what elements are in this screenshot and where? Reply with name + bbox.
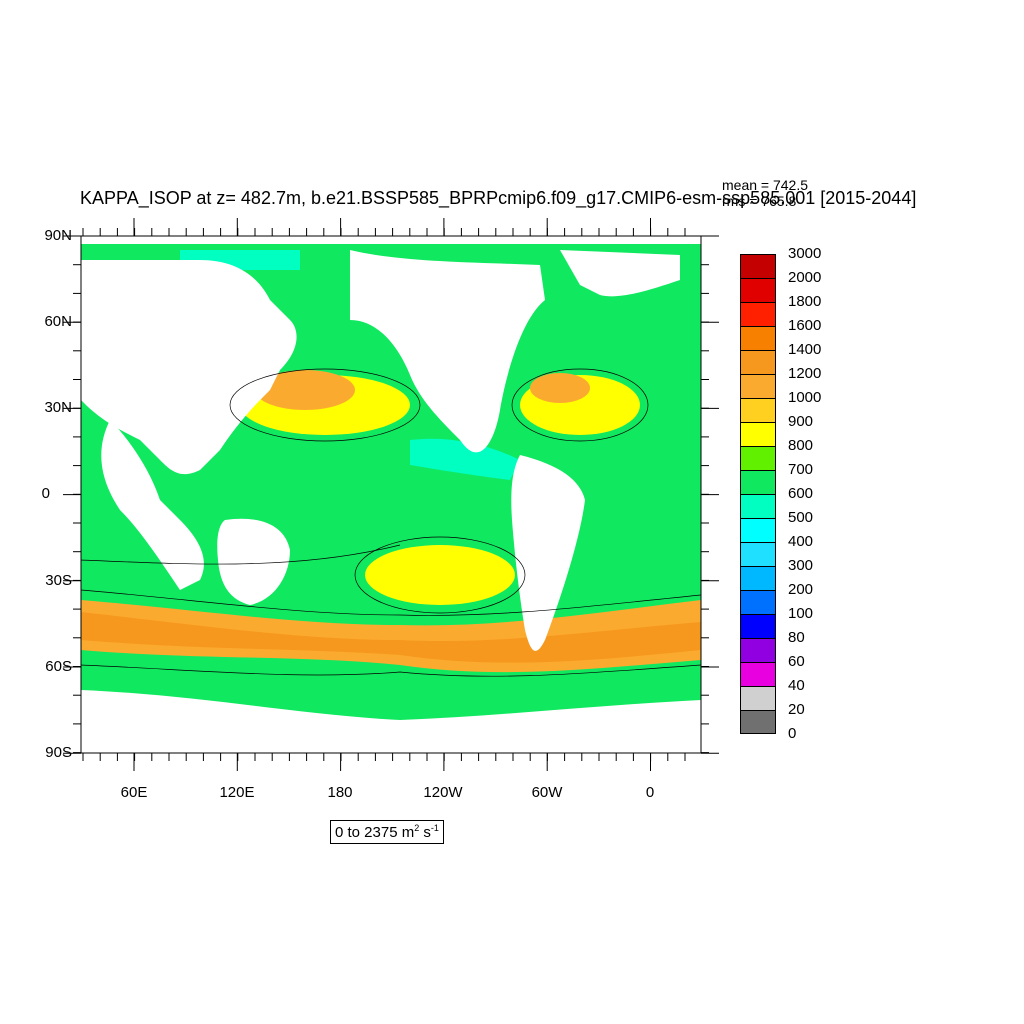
australia [217, 518, 290, 605]
colorbar-label: 200 [788, 581, 814, 598]
colorbar-swatch [740, 662, 776, 686]
colorbar-swatch [740, 614, 776, 638]
south-america [511, 455, 585, 651]
colorbar-swatch [740, 638, 776, 662]
map-field [81, 236, 701, 753]
colorbar-label: 900 [788, 413, 814, 430]
colorbar-label: 1800 [788, 293, 822, 310]
y-label-0: 0 [41, 485, 50, 502]
colorbar-swatch [740, 518, 776, 542]
antarctica [81, 690, 701, 753]
south-pacific-high [365, 545, 515, 605]
colorbar-swatch [740, 470, 776, 494]
colorbar-label: 1200 [788, 365, 822, 382]
colorbar-swatch [740, 350, 776, 374]
colorbar [740, 254, 776, 734]
southern-ocean-core [81, 612, 701, 663]
colorbar-label: 800 [788, 437, 814, 454]
colorbar-label: 1000 [788, 389, 822, 406]
land-masses [81, 236, 701, 753]
colorbar-swatch [740, 542, 776, 566]
axis-ticks [63, 218, 719, 771]
colorbar-swatch [740, 710, 776, 734]
colorbar-swatch [740, 590, 776, 614]
north-america [350, 250, 545, 453]
greenland-europe [560, 250, 680, 297]
colorbar-swatch [740, 446, 776, 470]
colorbar-swatch [740, 398, 776, 422]
colorbar-swatch [740, 302, 776, 326]
tropical-low-region [410, 438, 520, 480]
y-label-90s: 90S [45, 744, 72, 761]
colorbar-label: 100 [788, 605, 814, 622]
y-label-30s: 30S [45, 572, 72, 589]
colorbar-swatch [740, 422, 776, 446]
x-label-0: 0 [645, 784, 655, 801]
colorbar-label: 600 [788, 485, 814, 502]
arctic-top [81, 236, 701, 244]
colorbar-swatch [740, 566, 776, 590]
colorbar-label: 500 [788, 509, 814, 526]
colorbar-label: 20 [788, 701, 805, 718]
colorbar-label: 700 [788, 461, 814, 478]
range-prefix: 0 to 2375 m [335, 824, 415, 841]
eurasia [81, 260, 297, 475]
x-label-60e: 60E [120, 784, 148, 801]
north-pacific-core [255, 370, 355, 410]
north-atlantic-core [530, 373, 590, 403]
range-sup1: 2 [414, 823, 420, 833]
mean-value: mean = 742.5 [722, 177, 809, 193]
y-label-60s: 60S [45, 658, 72, 675]
colorbar-label: 2000 [788, 269, 822, 286]
x-label-60w: 60W [531, 784, 563, 801]
colorbar-label: 40 [788, 677, 805, 694]
colorbar-label: 1400 [788, 341, 822, 358]
stats-box: mean = 742.5 rms = 765.8 [722, 177, 808, 209]
x-label-120e: 120E [219, 784, 255, 801]
y-label-90n: 90N [44, 227, 72, 244]
contour-lines [81, 368, 701, 677]
colorbar-label: 80 [788, 629, 805, 646]
rms-value: rms = 765.8 [722, 193, 797, 209]
y-label-60n: 60N [44, 313, 72, 330]
colorbar-swatch [740, 494, 776, 518]
range-sup2: -1 [430, 823, 439, 833]
y-label-30n: 30N [44, 399, 72, 416]
x-label-180: 180 [327, 784, 353, 801]
colorbar-swatch [740, 686, 776, 710]
colorbar-swatch [740, 326, 776, 350]
colorbar-label: 1600 [788, 317, 822, 334]
colorbar-swatch [740, 278, 776, 302]
colorbar-label: 400 [788, 533, 814, 550]
colorbar-label: 0 [788, 725, 797, 742]
colorbar-label: 3000 [788, 245, 822, 262]
colorbar-label: 300 [788, 557, 814, 574]
x-label-120w: 120W [423, 784, 463, 801]
colorbar-swatch [740, 254, 776, 278]
range-mid: s [419, 824, 431, 841]
colorbar-label: 60 [788, 653, 805, 670]
range-label: 0 to 2375 m2 s-1 [330, 820, 444, 844]
plot-title: KAPPA_ISOP at z= 482.7m, b.e21.BSSP585_B… [80, 188, 917, 208]
colorbar-swatch [740, 374, 776, 398]
africa [101, 420, 204, 590]
